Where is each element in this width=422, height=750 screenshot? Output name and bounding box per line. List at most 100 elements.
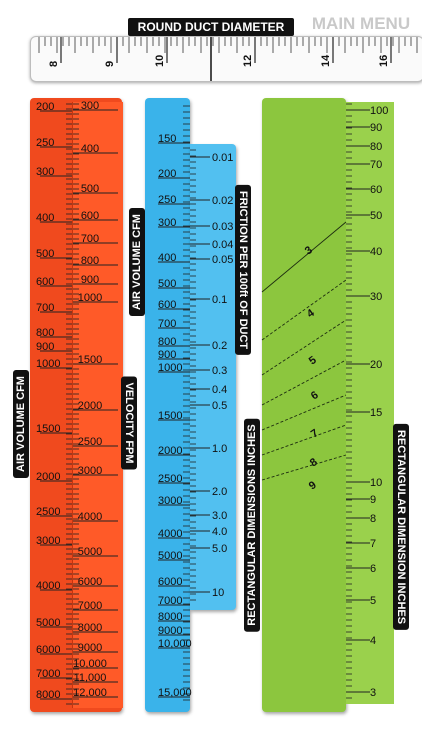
green-right-label: 90 [370, 122, 382, 134]
blue-right-label: 0.2 [212, 340, 227, 352]
red-right-label: 6000 [78, 576, 102, 588]
green-right-label: 30 [370, 291, 382, 303]
red-right-label: 11,000 [74, 672, 107, 684]
blue-right-label: 0.5 [212, 400, 227, 412]
red-left-label: 8000 [36, 689, 60, 701]
rectangular-curve [261, 221, 347, 293]
blue-left-label: 4000 [158, 528, 182, 540]
red-right-label: 700 [81, 233, 99, 245]
blue-left-label: 500 [158, 278, 176, 290]
red-left-label: 300 [36, 166, 54, 178]
green-right-label: 4 [370, 635, 376, 647]
blue-left-label: 600 [158, 299, 176, 311]
red-right-label: 1000 [78, 292, 102, 304]
ruler-tick-label: 8 [48, 61, 60, 67]
red-right-label: 2000 [78, 400, 102, 412]
air-volume-cfm-label: AIR VOLUME CFM [13, 370, 29, 478]
rectangular-dimension-slider[interactable] [346, 102, 394, 704]
red-right-label: 600 [81, 210, 99, 222]
red-right-label: 1500 [78, 354, 102, 366]
blue-right-label: 0.1 [212, 294, 227, 306]
friction-slider[interactable] [190, 144, 236, 610]
red-right-label: 7000 [78, 600, 102, 612]
green-right-label: 80 [370, 141, 382, 153]
red-left-label: 5000 [36, 617, 60, 629]
blue-right-label: 10 [212, 587, 224, 599]
red-left-label: 4000 [36, 580, 60, 592]
red-right-label: 5000 [78, 546, 102, 558]
blue-right-label: 1.0 [212, 443, 227, 455]
green-right-label: 8 [370, 513, 376, 525]
rectangular-curve [261, 279, 347, 341]
red-right-label: 3000 [78, 465, 102, 477]
green-right-label: 40 [370, 246, 382, 258]
blue-right-label: 0.3 [212, 365, 227, 377]
green-right-label: 100 [370, 105, 388, 117]
red-left-label: 1500 [36, 423, 60, 435]
blue-left-label: 800 [158, 336, 176, 348]
ruler-tick-label: 10 [154, 55, 166, 67]
blue-left-label: 3000 [158, 495, 182, 507]
red-left-label: 600 [36, 276, 54, 288]
rectangular-dimension-scale[interactable] [262, 98, 346, 712]
blue-left-label: 2000 [158, 445, 182, 457]
red-left-label: 200 [36, 101, 54, 113]
rectangular-curve-label: 9 [307, 479, 319, 492]
air-volume-cfm-blue-label: AIR VOLUME CFM [129, 208, 145, 316]
velocity-slider[interactable] [72, 102, 123, 708]
ruler-tick-label: 12 [242, 55, 254, 67]
blue-left-label: 1500 [158, 410, 182, 422]
red-left-label: 700 [36, 302, 54, 314]
red-left-label: 250 [36, 137, 54, 149]
ruler-tick-label: 14 [320, 54, 332, 67]
rectangular-dimension-right-label: RECTANGULAR DIMENSION INCHES [393, 423, 409, 631]
red-left-label: 400 [36, 212, 54, 224]
rectangular-curve [261, 394, 347, 431]
blue-right-label: 5.0 [212, 543, 227, 555]
red-right-label: 800 [81, 255, 99, 267]
blue-left-label: 15,000 [158, 687, 192, 699]
red-right-label: 900 [81, 274, 99, 286]
rectangular-curve-label: 6 [309, 389, 321, 402]
red-left-label: 900 [36, 341, 54, 353]
rectangular-curve-label: 4 [305, 307, 318, 321]
red-left-label: 500 [36, 248, 54, 260]
ruler-tick-label: 9 [104, 61, 116, 67]
blue-left-label: 700 [158, 318, 176, 330]
green-right-label: 60 [370, 184, 382, 196]
red-left-label: 6000 [36, 644, 60, 656]
green-right-label: 10 [370, 477, 382, 489]
round-duct-diameter-title: ROUND DUCT DIAMETER [128, 18, 294, 36]
red-right-label: 300 [81, 100, 99, 112]
friction-label: FRICTION PER 100ft OF DUCT [235, 184, 251, 356]
blue-left-label: 300 [158, 217, 176, 229]
velocity-fpm-label: VELOCITY FPM [121, 376, 137, 470]
green-right-label: 50 [370, 210, 382, 222]
blue-left-label: 8000 [158, 611, 182, 623]
blue-left-label: 150 [158, 133, 176, 145]
rectangular-curve-label: 3 [303, 244, 315, 257]
red-left-label: 2500 [36, 506, 60, 518]
red-right-label: 2500 [78, 436, 102, 448]
red-left-label: 3000 [36, 535, 60, 547]
air-volume-friction-scale[interactable] [145, 98, 190, 712]
green-right-label: 9 [370, 494, 376, 506]
red-right-label: 8000 [78, 622, 102, 634]
green-right-label: 6 [370, 563, 376, 575]
main-menu-button[interactable]: MAIN MENU [311, 14, 411, 33]
ruler-tick-label: 16 [378, 55, 390, 67]
rectangular-curve [261, 424, 347, 456]
rectangular-curve [261, 319, 347, 376]
rectangular-curve-label: 8 [308, 456, 320, 469]
red-right-label: 10,000 [73, 658, 107, 670]
green-right-label: 3 [370, 687, 376, 699]
round-duct-diameter-ruler[interactable]: 8 9 10 12 14 16 [30, 36, 422, 82]
rectangular-dimensions-left-label: RECTANGULAR DIMENSIONS INCHES [244, 418, 260, 632]
blue-right-label: 0.01 [212, 152, 233, 164]
blue-left-label: 7000 [158, 595, 182, 607]
blue-left-label: 5000 [158, 550, 182, 562]
blue-right-label: 0.05 [212, 254, 233, 266]
